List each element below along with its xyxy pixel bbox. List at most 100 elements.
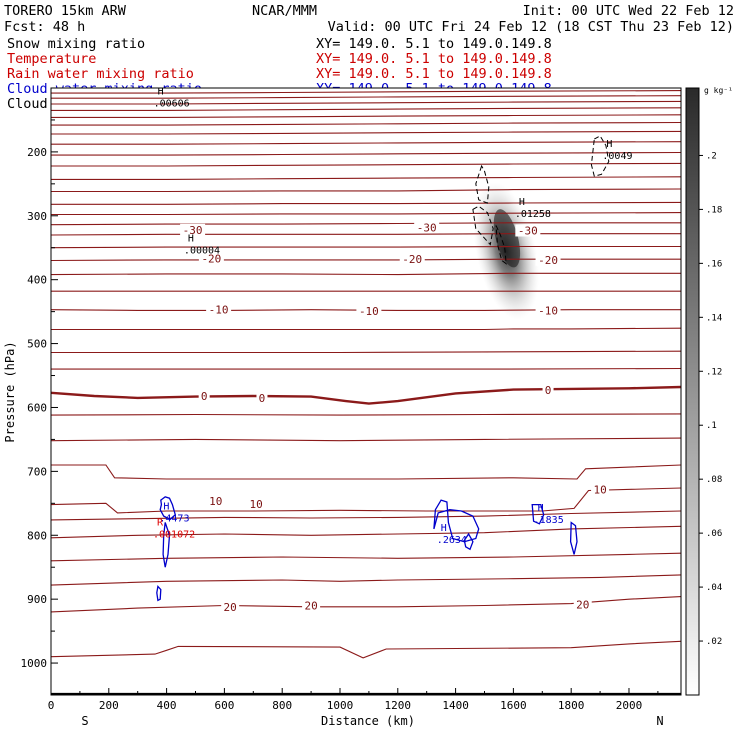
temperature-contour-20	[51, 233, 681, 236]
temperature-contour-13	[51, 350, 681, 354]
x-axis-label: Distance (km)	[321, 714, 415, 728]
temperature-label-3: -20	[201, 253, 221, 266]
temperature-label-bg-8	[535, 304, 561, 317]
x-tick-label-4: 800	[272, 699, 292, 712]
temperature-label-bg-10	[256, 391, 268, 404]
temperature-contour-35	[51, 90, 681, 94]
plot-frame	[50, 87, 682, 696]
maximum-marker-2: H	[519, 197, 525, 208]
temperature-contour-9	[51, 437, 681, 442]
temperature-contour-8	[51, 464, 681, 480]
temperature-contour-14	[51, 327, 681, 331]
legend-label-0: Snow mixing ratio	[7, 36, 145, 52]
x-tick-label-1: 200	[99, 699, 119, 712]
colorbar-ramp	[685, 87, 700, 696]
temperature-contour-26	[51, 162, 681, 167]
temperature-label-bg-0	[180, 223, 206, 236]
header: TORERO 15km ARW Fcst: 48 h NCAR/MMM Init…	[4, 3, 734, 35]
maximum-marker-7: H	[538, 503, 544, 514]
temperature-label-0: -30	[183, 224, 203, 237]
maximum-marker-4: H	[163, 502, 169, 513]
temperature-label-2: -30	[518, 224, 538, 237]
center-name: NCAR/MMM	[252, 3, 317, 19]
temperature-contour-25	[51, 176, 681, 180]
temperature-contours	[51, 90, 681, 695]
temperature-label-13: 10	[250, 498, 263, 511]
cloud-water-contours	[156, 496, 578, 602]
temperature-contour-22	[51, 212, 681, 216]
cloud-water-contour-1	[162, 522, 171, 568]
temperature-label-9: 0	[201, 390, 208, 403]
temperature-label-7: -10	[359, 305, 379, 318]
colorbar-tick-label-8: .18	[706, 205, 722, 215]
temperature-label-10: 0	[259, 392, 266, 405]
temperature-contour-33	[51, 100, 681, 105]
y-tick-label-5: 700	[27, 465, 47, 478]
temperature-contour-19	[51, 245, 681, 249]
maximum-marker-5: R	[157, 518, 164, 529]
temperature-label-bg-17	[573, 598, 592, 611]
snow-peak	[493, 209, 521, 268]
y-tick-label-4: 600	[27, 401, 47, 414]
cloud-ice-contour-2	[495, 225, 507, 265]
cloud-water-contour-2	[156, 584, 162, 602]
temperature-label-8: -10	[538, 304, 558, 317]
maximum-marker-0: H	[158, 86, 164, 97]
north-label: N	[656, 714, 663, 728]
temperature-contour-11	[51, 385, 681, 405]
temperature-label-16: 20	[304, 600, 317, 613]
model-title: TORERO 15km ARW	[4, 3, 127, 19]
temperature-label-bg-3	[198, 252, 224, 265]
x-tick-label-9: 1800	[558, 699, 585, 712]
maximum-value-2: .01258	[515, 209, 551, 220]
temperature-contour-34	[51, 95, 681, 99]
legend-xy-0: XY= 149.0. 5.1 to 149.0.149.8	[316, 36, 552, 52]
cloud-ice-contours	[472, 135, 610, 265]
maximum-marker-1: H	[188, 233, 194, 244]
temperature-label-6: -10	[209, 304, 229, 317]
valid-time: Valid: 00 UTC Fri 24 Feb 12 (18 CST Thu …	[328, 19, 734, 35]
temperature-label-bg-1	[414, 221, 440, 234]
colorbar-tick-label-7: .16	[706, 259, 722, 269]
x-tick-label-6: 1200	[385, 699, 412, 712]
x-tick-label-2: 400	[157, 699, 177, 712]
colorbar-tick-label-9: .2	[706, 151, 717, 161]
temperature-label-bg-9	[198, 389, 210, 402]
temperature-contour-28	[51, 141, 681, 145]
temperature-label-bg-13	[247, 497, 266, 510]
colorbar-tick-label-0: .02	[706, 637, 722, 647]
temperature-label-11: 0	[545, 384, 552, 397]
maximum-value-0: .00606	[154, 98, 190, 109]
temperature-contour-32	[51, 107, 681, 111]
maximum-value-7: .1835	[534, 515, 564, 526]
temperature-label-17: 20	[576, 598, 589, 611]
temperature-contour-31	[51, 114, 681, 118]
maximum-value-6: .2634	[437, 535, 467, 546]
temperature-label-bg-11	[542, 384, 554, 397]
south-label: S	[81, 714, 88, 728]
temperature-contour-21	[51, 222, 681, 226]
temperature-label-12: 10	[209, 495, 222, 508]
cloud-ice-contour-0	[475, 164, 490, 204]
colorbar-tick-label-1: .04	[706, 583, 722, 593]
temperature-label-bg-12	[206, 494, 225, 507]
y-tick-label-7: 900	[27, 593, 47, 606]
temperature-contour-5	[51, 525, 681, 539]
colorbar-tick-label-5: .12	[706, 367, 722, 377]
temperature-contour-7	[51, 487, 681, 514]
temperature-label-15: 20	[224, 601, 237, 614]
temperature-label-5: -20	[538, 254, 558, 267]
temperature-label-bg-15	[221, 600, 240, 613]
cloud-water-contour-6	[569, 521, 578, 555]
temperature-label-4: -20	[402, 253, 422, 266]
temperature-label-bg-7	[356, 304, 382, 317]
x-tick-label-3: 600	[214, 699, 234, 712]
temperature-label-bg-2	[515, 224, 541, 237]
maximum-marker-3: H	[606, 139, 612, 150]
maximum-value-3: .0049	[602, 151, 632, 162]
temperature-contour-3	[51, 574, 681, 586]
cloud-water-contour-3	[433, 499, 480, 543]
x-tick-label-7: 1400	[442, 699, 469, 712]
temperature-contour-29	[51, 130, 681, 135]
